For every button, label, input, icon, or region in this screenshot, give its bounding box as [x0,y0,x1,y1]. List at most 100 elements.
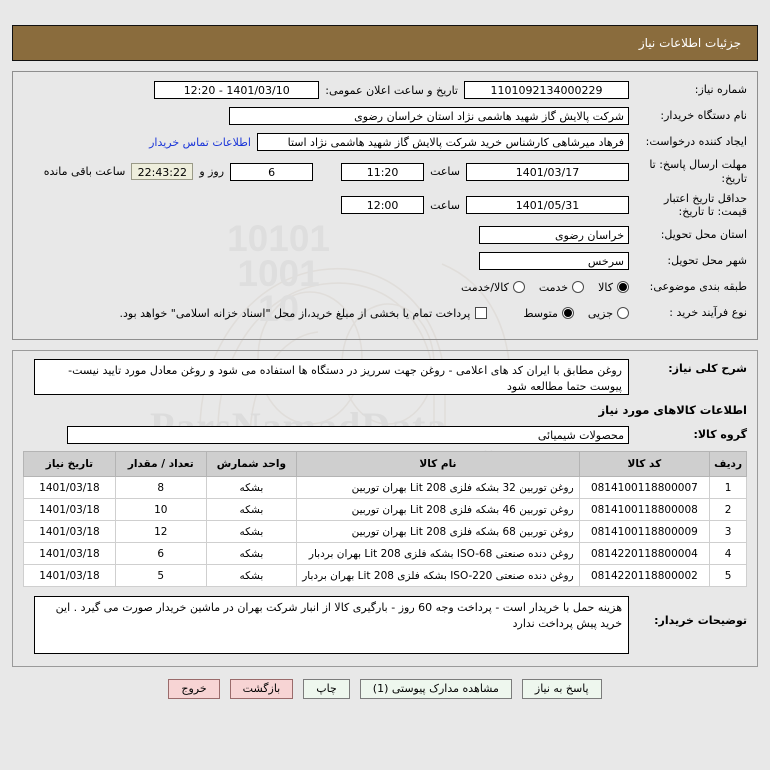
goods-group-value: محصولات شیمیائی [67,426,629,444]
category-option-kala-khedmat[interactable]: کالا/خدمت [461,281,525,294]
need-details-panel: شماره نیاز: 1101092134000229 تاریخ و ساع… [12,71,758,340]
cell-unit: بشکه [205,542,298,565]
buyer-org-label: نام دستگاه خریدار: [660,109,747,123]
need-description-text: روغن مطابق با ایران کد های اعلامی - روغن… [34,359,629,395]
row-response-deadline: مهلت ارسال پاسخ: تا تاریخ: 1401/03/17 سا… [23,158,747,186]
category-option-kala-label: کالا [598,280,613,294]
row-need-number: شماره نیاز: 1101092134000229 تاریخ و ساع… [23,80,747,100]
cell-code: 0814220118800002 [578,564,711,587]
announce-label: تاریخ و ساعت اعلان عمومی: [325,83,458,97]
cell-name: روغن توربین 46 بشکه فلزی 208 Lit بهران ت… [296,498,580,521]
print-button[interactable]: چاپ [303,679,350,699]
th-qty: تعداد / مقدار [114,451,207,477]
radio-icon-motavaset[interactable] [561,307,574,319]
cell-radif: 4 [709,542,747,565]
province-label: استان محل تحویل: [660,228,747,242]
deadline-hour-label: ساعت [430,165,460,179]
cell-date: 1401/03/18 [23,520,116,543]
announce-datetime-value: 1401/03/10 - 12:20 [154,81,320,99]
cell-qty: 8 [114,476,207,499]
process-option-motavaset-label: متوسط [523,306,558,320]
category-option-khedmat-label: خدمت [538,280,569,294]
radio-icon-khedmat[interactable] [572,281,585,293]
view-attachments-button[interactable]: مشاهده مدارک پیوستی (1) [359,679,512,699]
process-option-motavaset[interactable]: متوسط [523,307,574,320]
cell-unit: بشکه [205,476,298,499]
treasury-docs-checkbox-group[interactable]: پرداخت تمام یا بخشی از مبلغ خرید،از محل … [120,307,488,320]
countdown-timer: 22:43:22 [131,163,194,181]
remaining-days-label: روز و [199,165,225,179]
row-buyer-notes: توضیحات خریدار: هزینه حمل با خریدار است … [23,596,747,654]
need-description-panel: شرح کلی نیاز: روغن مطابق با ایران کد های… [12,350,758,667]
remaining-days-value: 6 [230,162,314,181]
creator-label: ایجاد کننده درخواست: [645,135,747,149]
row-need-description: شرح کلی نیاز: روغن مطابق با ایران کد های… [23,359,747,395]
cell-code: 0814100118800009 [578,520,711,543]
process-option-jozi-label: جزیی [587,306,613,320]
table-row: 4 0814220118800004 روغن دنده صنعتی ISO-6… [23,542,747,565]
table-row: 5 0814220118800002 روغن دنده صنعتی ISO-2… [23,564,747,587]
th-unit: واحد شمارش [205,451,298,477]
cell-code: 0814100118800008 [578,498,711,521]
need-number-label: شماره نیاز: [694,83,747,97]
category-option-khedmat[interactable]: خدمت [538,280,585,294]
cell-name: روغن دنده صنعتی ISO-220 بشکه فلزی 208 Li… [296,564,580,587]
th-date: تاریخ نیاز [23,451,116,477]
cell-qty: 10 [114,498,207,521]
cell-code: 0814100118800007 [578,476,711,499]
respond-to-need-button[interactable]: پاسخ به نیاز [521,679,602,699]
buyer-notes-label: توضیحات خریدار: [654,614,747,627]
cell-unit: بشکه [205,498,298,521]
treasury-docs-label: پرداخت تمام یا بخشی از مبلغ خرید،از محل … [119,306,471,320]
row-creator: ایجاد کننده درخواست: فرهاد میرشاهی کارشن… [23,132,747,152]
validity-label: حداقل تاریخ اعتبار قیمت: تا تاریخ: [663,191,747,219]
exit-button[interactable]: خروج [168,679,220,699]
th-code: کد کالا [578,451,711,477]
province-value: خراسان رضوی [479,226,629,244]
radio-icon-jozi[interactable] [617,307,629,319]
table-row: 2 0814100118800008 روغن توربین 46 بشکه ف… [23,498,747,521]
countdown-label: ساعت باقی مانده [43,165,126,179]
goods-section-title: اطلاعات کالاهای مورد نیاز [598,403,747,417]
validity-date-value: 1401/05/31 [466,196,629,215]
cell-qty: 12 [114,520,207,543]
cell-unit: بشکه [205,520,298,543]
deadline-time-value: 11:20 [341,162,425,181]
back-button[interactable]: بازگشت [229,679,294,699]
page-title: جزئیات اطلاعات نیاز [638,36,741,50]
deadline-label: مهلت ارسال پاسخ: تا تاریخ: [649,158,747,185]
goods-group-label: گروه کالا: [693,428,747,442]
process-option-jozi[interactable]: جزیی [588,307,629,320]
row-delivery-city: شهر محل تحویل: سرخس [23,251,747,271]
cell-radif: 1 [709,476,747,499]
cell-qty: 6 [114,542,207,565]
th-name: نام کالا [296,451,580,477]
city-value: سرخس [479,252,629,270]
buyer-org-value: شرکت پالایش گاز شهید هاشمی نژاد استان خر… [229,107,629,125]
table-row: 1 0814100118800007 روغن توربین 32 بشکه ف… [23,476,747,499]
radio-icon-kala-khedmat[interactable] [512,281,525,293]
cell-radif: 5 [709,564,747,587]
cell-name: روغن توربین 32 بشکه فلزی 208 Lit بهران ت… [296,476,580,499]
cell-date: 1401/03/18 [23,476,116,499]
cell-name: روغن دنده صنعتی ISO-68 بشکه فلزی 208 Lit… [296,542,580,565]
row-delivery-province: استان محل تحویل: خراسان رضوی [23,225,747,245]
city-label: شهر محل تحویل: [667,254,747,268]
validity-time-value: 12:00 [341,196,425,215]
footer-button-bar: خروج بازگشت چاپ مشاهده مدارک پیوستی (1) … [0,679,770,699]
row-price-validity: حداقل تاریخ اعتبار قیمت: تا تاریخ: 1401/… [23,192,747,220]
cell-date: 1401/03/18 [23,542,116,565]
table-row: 3 0814100118800009 روغن توربین 68 بشکه ف… [23,520,747,543]
row-purchase-process: نوع فرآیند خرید : جزیی متوسط پرداخت تمام… [23,303,747,323]
checkbox-icon-treasury-docs[interactable] [475,307,488,319]
deadline-date-value: 1401/03/17 [466,162,629,181]
cell-date: 1401/03/18 [23,564,116,587]
buyer-contact-link[interactable]: اطلاعات تماس خریدار [149,135,251,149]
need-number-value: 1101092134000229 [464,81,629,99]
category-label: طبقه بندی موضوعی: [649,280,747,294]
th-radif: ردیف [709,451,747,477]
cell-unit: بشکه [205,564,298,587]
radio-icon-kala[interactable] [617,281,629,293]
category-option-kala[interactable]: کالا [598,281,629,294]
need-description-label: شرح کلی نیاز: [668,362,747,375]
